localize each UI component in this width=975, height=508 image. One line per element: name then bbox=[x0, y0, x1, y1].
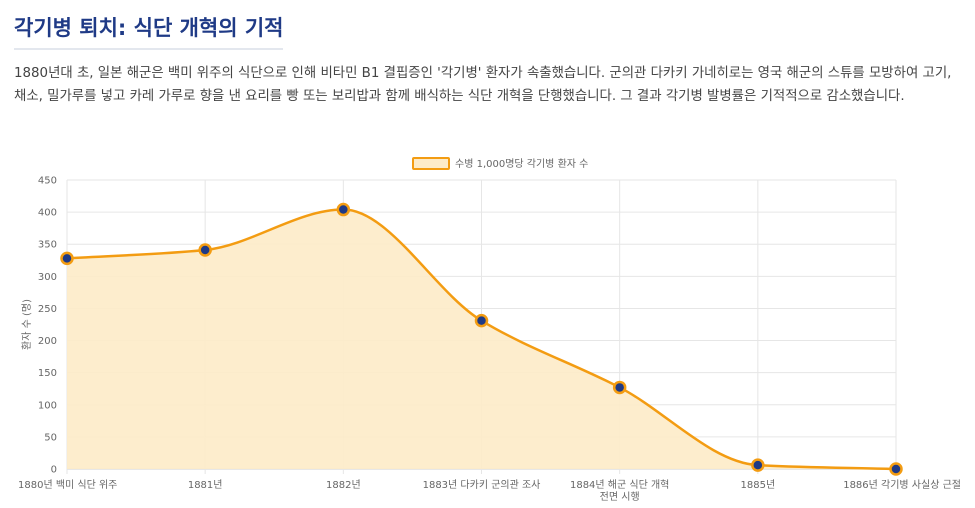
y-tick-label: 50 bbox=[44, 432, 57, 443]
data-point[interactable] bbox=[336, 202, 351, 217]
x-axis-ticks: 1880년 백미 식단 위주 1881년 1882년 1883년 다카키 군의관 조사… bbox=[18, 478, 961, 503]
y-axis-ticks: 0 50 100 150 200 250 300 350 400 450 bbox=[38, 176, 57, 476]
series-area bbox=[67, 209, 896, 469]
y-tick-label: 0 bbox=[51, 465, 57, 476]
y-tick-label: 350 bbox=[38, 240, 57, 251]
chart-legend[interactable]: 수병 1,000명당 각기병 환자 수 bbox=[412, 157, 588, 170]
y-tick-label: 100 bbox=[38, 400, 57, 411]
y-tick-label: 400 bbox=[38, 208, 57, 219]
x-tick-label: 1884년 해군 식단 개혁 전면 시행 bbox=[570, 478, 669, 503]
patients-area-chart: 수병 1,000명당 각기병 환자 수 환자 수 (명) 0 50 100 150 20… bbox=[18, 157, 961, 503]
data-point[interactable] bbox=[474, 313, 489, 328]
legend-label: 수병 1,000명당 각기병 환자 수 bbox=[455, 158, 588, 170]
x-tick-label: 1881년 bbox=[188, 479, 223, 491]
x-tick-label: 1880년 백미 식단 위주 bbox=[18, 478, 117, 491]
legend-swatch bbox=[412, 157, 450, 170]
x-tick-label: 1882년 bbox=[326, 479, 361, 491]
x-tick-label: 1885년 bbox=[741, 479, 776, 491]
page-description: 1880년대 초, 일본 해군은 백미 위주의 식단으로 인해 비타민 B1 결… bbox=[14, 66, 952, 104]
data-point[interactable] bbox=[751, 458, 765, 472]
data-points bbox=[60, 202, 903, 476]
data-point[interactable] bbox=[889, 462, 903, 476]
y-tick-label: 450 bbox=[38, 176, 57, 187]
y-tick-label: 300 bbox=[38, 272, 57, 283]
y-tick-label: 150 bbox=[38, 368, 57, 379]
data-point[interactable] bbox=[612, 380, 627, 395]
y-tick-label: 250 bbox=[38, 304, 57, 315]
x-tick-label: 1886년 각기병 사실상 근절 bbox=[843, 478, 961, 491]
data-point[interactable] bbox=[60, 251, 74, 266]
page-title: 각기병 퇴치: 식단 개혁의 기적 bbox=[14, 12, 284, 50]
x-tick-label: 1883년 다카키 군의관 조사 bbox=[423, 479, 541, 491]
data-point[interactable] bbox=[198, 243, 212, 257]
y-axis-title: 환자 수 (명) bbox=[21, 299, 33, 350]
y-tick-label: 200 bbox=[38, 336, 57, 347]
